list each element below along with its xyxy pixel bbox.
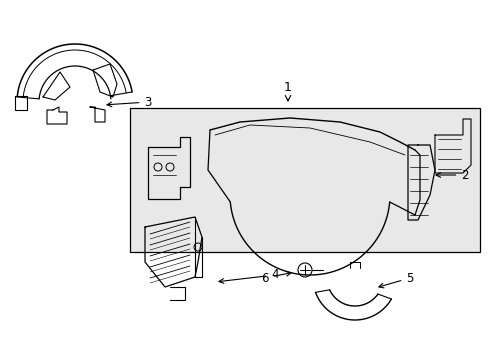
Bar (130, 108, 479, 252)
Text: 5: 5 (378, 271, 413, 288)
Text: 6: 6 (261, 271, 290, 284)
Text: 2: 2 (435, 168, 468, 181)
Text: 1: 1 (284, 81, 291, 94)
Text: 3: 3 (107, 95, 151, 108)
Text: 4: 4 (219, 269, 278, 283)
